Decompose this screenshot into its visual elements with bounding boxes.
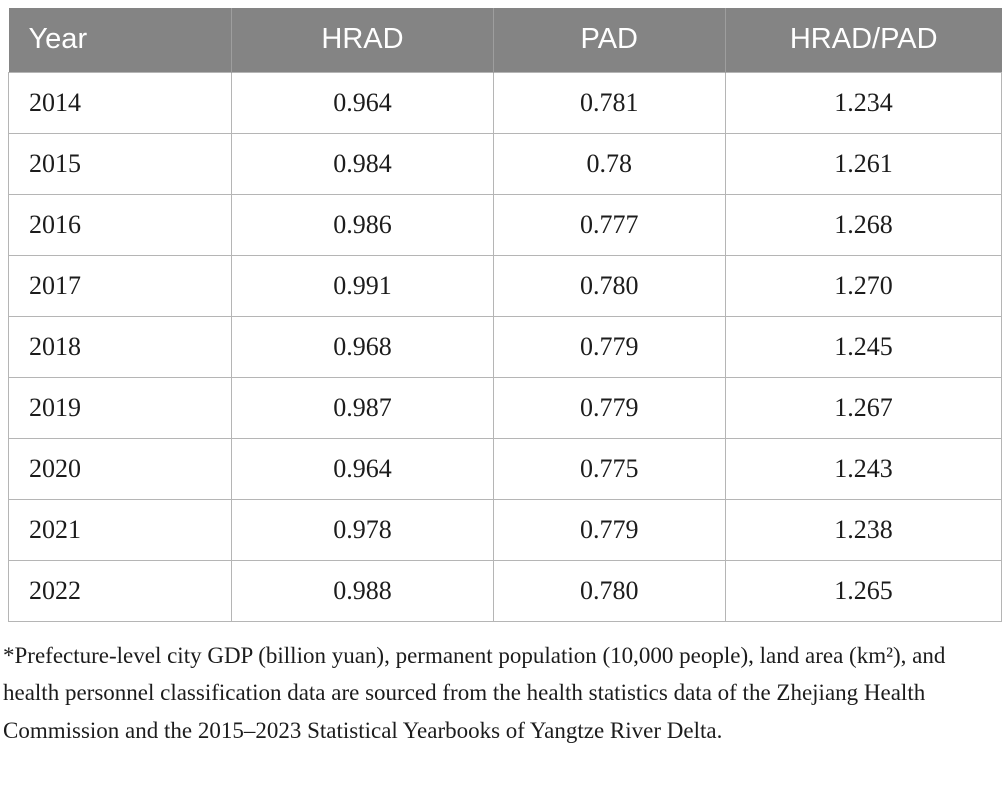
table-row: 2021 0.978 0.779 1.238 <box>7 498 1003 561</box>
value-cell: 1.238 <box>724 498 1003 561</box>
year-cell: 2014 <box>7 71 233 134</box>
table-row: 2022 0.988 0.780 1.265 <box>7 559 1003 622</box>
column-header-hrad-pad: HRAD/PAD <box>724 8 1002 72</box>
value-cell: 0.988 <box>231 559 494 622</box>
year-cell: 2022 <box>7 559 233 622</box>
value-cell: 1.265 <box>724 559 1003 622</box>
value-cell: 0.780 <box>492 559 726 622</box>
column-header-pad: PAD <box>492 8 726 72</box>
data-table: Year HRAD PAD HRAD/PAD 2014 0.964 0.781 1.2… <box>7 8 1003 622</box>
value-cell: 1.245 <box>724 315 1003 378</box>
table-row: 2014 0.964 0.781 1.234 <box>7 71 1003 134</box>
table-row: 2019 0.987 0.779 1.267 <box>7 376 1003 439</box>
value-cell: 0.777 <box>492 193 726 256</box>
value-cell: 0.984 <box>231 132 494 195</box>
value-cell: 0.775 <box>492 437 726 500</box>
value-cell: 1.234 <box>724 71 1003 134</box>
table-row: 2015 0.984 0.78 1.261 <box>7 132 1003 195</box>
value-cell: 0.781 <box>492 71 726 134</box>
value-cell: 1.267 <box>724 376 1003 439</box>
header-row: Year HRAD PAD HRAD/PAD <box>8 8 1002 72</box>
table-body: 2014 0.964 0.781 1.234 2015 0.984 0.78 1.261 201… <box>7 71 1003 622</box>
table-row: 2018 0.968 0.779 1.245 <box>7 315 1003 378</box>
value-cell: 1.243 <box>724 437 1003 500</box>
year-cell: 2019 <box>7 376 233 439</box>
value-cell: 0.779 <box>492 498 726 561</box>
year-cell: 2018 <box>7 315 233 378</box>
table-row: 2017 0.991 0.780 1.270 <box>7 254 1003 317</box>
value-cell: 0.986 <box>231 193 494 256</box>
year-cell: 2017 <box>7 254 233 317</box>
column-header-year: Year <box>8 8 232 72</box>
table-row: 2016 0.986 0.777 1.268 <box>7 193 1003 256</box>
value-cell: 0.968 <box>231 315 494 378</box>
value-cell: 0.964 <box>231 71 494 134</box>
column-header-hrad: HRAD <box>231 8 494 72</box>
year-cell: 2016 <box>7 193 233 256</box>
value-cell: 0.780 <box>492 254 726 317</box>
value-cell: 0.987 <box>231 376 494 439</box>
table-footnote: *Prefecture-level city GDP (billion yuan… <box>3 642 946 743</box>
value-cell: 0.978 <box>231 498 494 561</box>
year-cell: 2015 <box>7 132 233 195</box>
year-cell: 2021 <box>7 498 233 561</box>
year-cell: 2020 <box>7 437 233 500</box>
value-cell: 0.964 <box>231 437 494 500</box>
value-cell: 0.991 <box>231 254 494 317</box>
table-row: 2020 0.964 0.775 1.243 <box>7 437 1003 500</box>
value-cell: 1.268 <box>724 193 1003 256</box>
value-cell: 1.270 <box>724 254 1003 317</box>
table-header: Year HRAD PAD HRAD/PAD <box>8 8 1002 72</box>
value-cell: 0.779 <box>492 376 726 439</box>
value-cell: 0.78 <box>492 132 726 195</box>
value-cell: 1.261 <box>724 132 1003 195</box>
value-cell: 0.779 <box>492 315 726 378</box>
